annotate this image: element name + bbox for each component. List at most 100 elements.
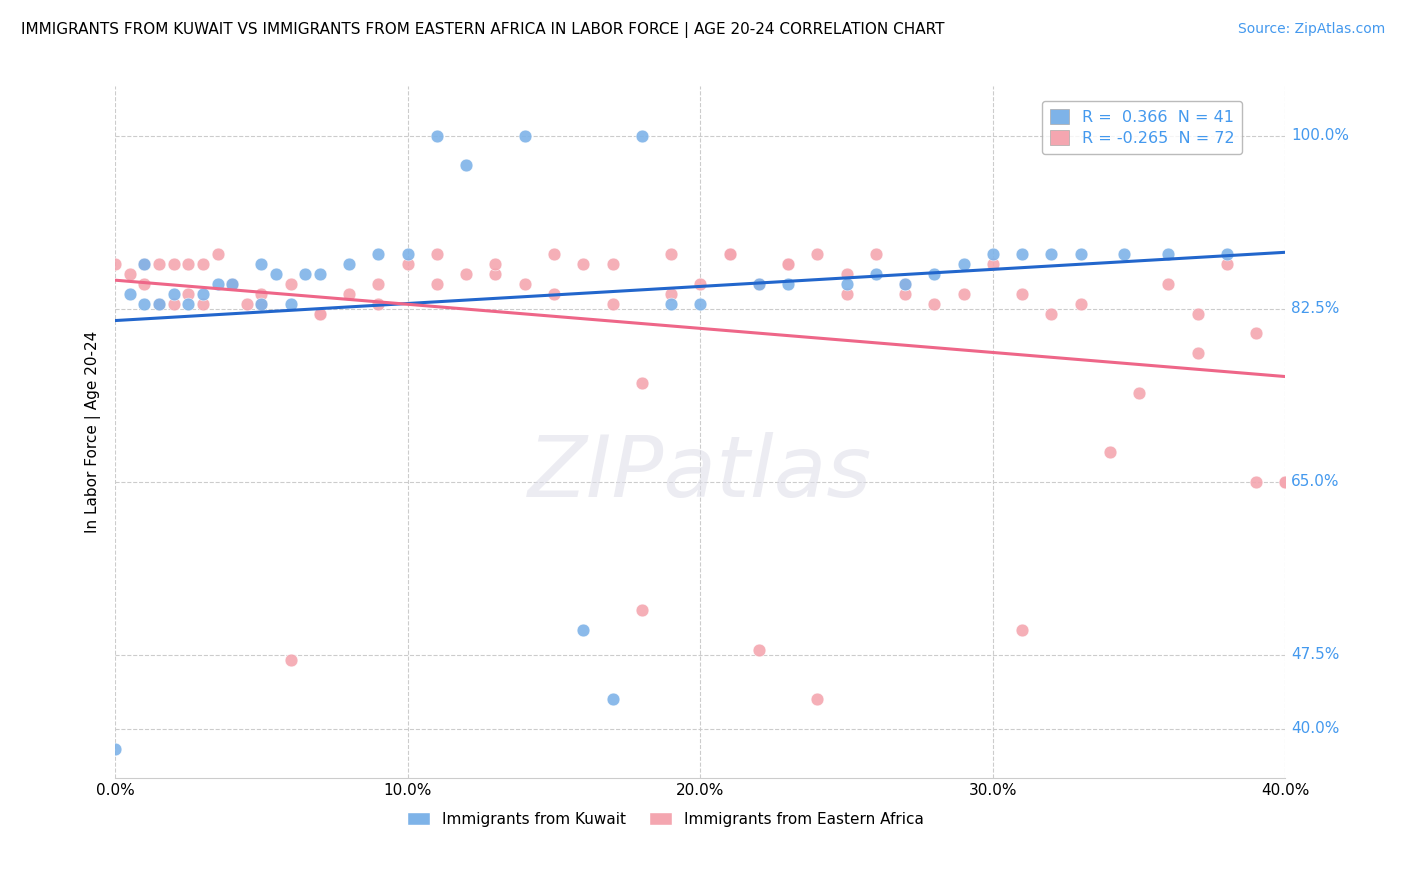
Point — [207, 247, 229, 261]
Point — [294, 267, 316, 281]
Point — [1244, 326, 1267, 341]
Point — [602, 692, 624, 706]
Point — [924, 297, 946, 311]
Point — [748, 277, 770, 291]
Point — [602, 297, 624, 311]
Point — [177, 287, 200, 301]
Point — [163, 287, 186, 301]
Point — [1244, 475, 1267, 489]
Point — [689, 297, 711, 311]
Point — [280, 297, 302, 311]
Point — [1187, 346, 1209, 360]
Point — [484, 267, 506, 281]
Point — [1216, 247, 1239, 261]
Point — [134, 257, 156, 271]
Point — [309, 307, 332, 321]
Point — [952, 257, 974, 271]
Point — [148, 257, 170, 271]
Point — [484, 257, 506, 271]
Point — [865, 247, 887, 261]
Point — [104, 257, 127, 271]
Point — [572, 623, 595, 637]
Point — [806, 692, 828, 706]
Point — [367, 247, 389, 261]
Point — [630, 603, 652, 617]
Point — [191, 257, 214, 271]
Point — [513, 128, 536, 143]
Point — [689, 277, 711, 291]
Point — [191, 297, 214, 311]
Point — [748, 642, 770, 657]
Point — [134, 277, 156, 291]
Point — [776, 257, 799, 271]
Point — [221, 277, 243, 291]
Point — [1070, 297, 1092, 311]
Point — [104, 741, 127, 756]
Point — [630, 128, 652, 143]
Point — [118, 287, 141, 301]
Point — [250, 257, 273, 271]
Point — [1070, 247, 1092, 261]
Point — [952, 287, 974, 301]
Point — [1187, 307, 1209, 321]
Point — [1114, 247, 1136, 261]
Legend: Immigrants from Kuwait, Immigrants from Eastern Africa: Immigrants from Kuwait, Immigrants from … — [401, 805, 929, 833]
Point — [776, 257, 799, 271]
Point — [776, 277, 799, 291]
Point — [865, 267, 887, 281]
Point — [264, 267, 287, 281]
Point — [572, 257, 595, 271]
Point — [396, 247, 419, 261]
Point — [659, 297, 682, 311]
Point — [806, 247, 828, 261]
Point — [236, 297, 259, 311]
Point — [177, 257, 200, 271]
Point — [1274, 475, 1296, 489]
Point — [280, 277, 302, 291]
Point — [543, 287, 565, 301]
Point — [513, 277, 536, 291]
Point — [894, 277, 917, 291]
Point — [1011, 287, 1033, 301]
Point — [118, 267, 141, 281]
Point — [163, 297, 186, 311]
Point — [835, 287, 858, 301]
Point — [659, 287, 682, 301]
Point — [1274, 475, 1296, 489]
Y-axis label: In Labor Force | Age 20-24: In Labor Force | Age 20-24 — [86, 331, 101, 533]
Text: IMMIGRANTS FROM KUWAIT VS IMMIGRANTS FROM EASTERN AFRICA IN LABOR FORCE | AGE 20: IMMIGRANTS FROM KUWAIT VS IMMIGRANTS FRO… — [21, 22, 945, 38]
Point — [924, 267, 946, 281]
Point — [163, 257, 186, 271]
Point — [1098, 445, 1121, 459]
Point — [134, 297, 156, 311]
Text: Source: ZipAtlas.com: Source: ZipAtlas.com — [1237, 22, 1385, 37]
Point — [1011, 623, 1033, 637]
Point — [221, 277, 243, 291]
Point — [148, 297, 170, 311]
Text: 40.0%: 40.0% — [1291, 722, 1340, 736]
Point — [1216, 257, 1239, 271]
Text: 47.5%: 47.5% — [1291, 648, 1340, 662]
Point — [250, 297, 273, 311]
Point — [630, 376, 652, 390]
Point — [309, 307, 332, 321]
Point — [426, 128, 449, 143]
Point — [309, 267, 332, 281]
Point — [426, 247, 449, 261]
Point — [148, 297, 170, 311]
Point — [659, 247, 682, 261]
Point — [981, 257, 1004, 271]
Point — [221, 277, 243, 291]
Point — [367, 277, 389, 291]
Point — [1128, 385, 1150, 400]
Point — [1011, 247, 1033, 261]
Point — [1157, 277, 1180, 291]
Point — [280, 652, 302, 666]
Point — [177, 297, 200, 311]
Point — [456, 158, 478, 172]
Text: 100.0%: 100.0% — [1291, 128, 1350, 144]
Point — [718, 247, 741, 261]
Point — [367, 297, 389, 311]
Text: ZIPatlas: ZIPatlas — [529, 433, 872, 516]
Point — [1040, 307, 1063, 321]
